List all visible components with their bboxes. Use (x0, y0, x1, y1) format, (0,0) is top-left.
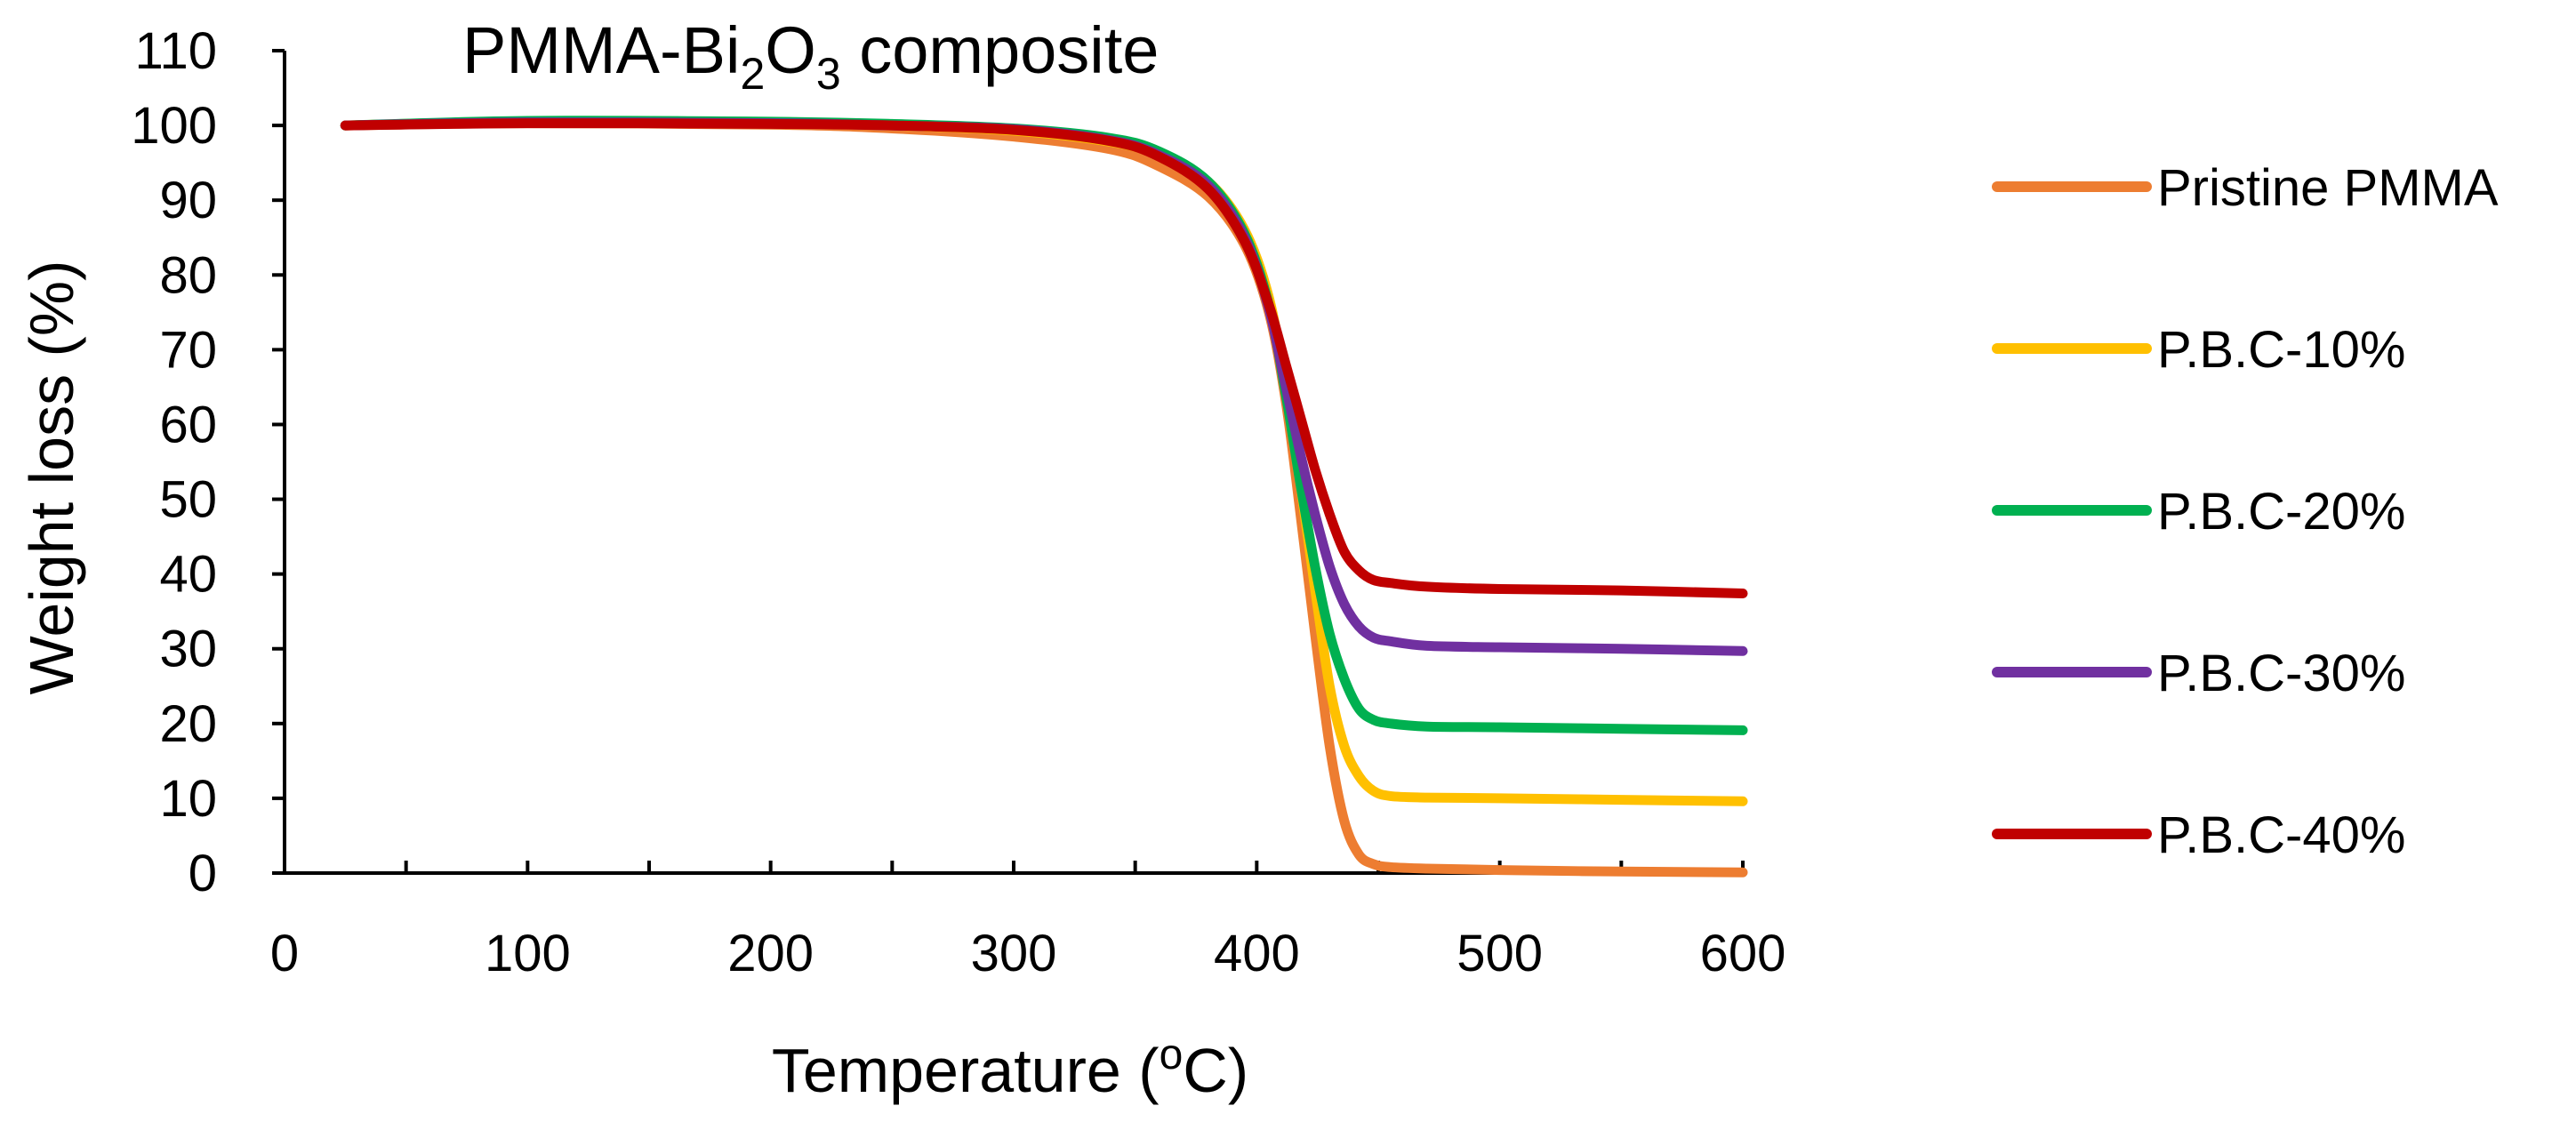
y-tick-label: 50 (159, 471, 217, 529)
x-tick-label: 500 (1457, 925, 1543, 982)
x-tick-label: 400 (1214, 925, 1300, 982)
series-line-pristine-pmma (340, 118, 1748, 878)
y-tick-label: 70 (159, 321, 217, 379)
x-tick-label: 100 (485, 925, 571, 982)
legend-item-p-b-c-20: P.B.C-20% (1992, 483, 2405, 541)
axes: 0 100 200 300 400 500 600 0 10 20 30 40 50 60 70 80 90 1… (131, 22, 1786, 982)
y-tick-label: 40 (159, 546, 217, 604)
legend-label: P.B.C-30% (2157, 645, 2405, 702)
y-tick-label: 0 (189, 845, 217, 902)
x-tick-label: 300 (971, 925, 1057, 982)
y-axis-ticks: 0 10 20 30 40 50 60 70 80 90 100 110 (131, 22, 285, 902)
y-tick-label: 100 (131, 97, 217, 155)
x-axis-label: Temperature (oC) (772, 1031, 1248, 1105)
series-line-p-b-c-30 (340, 117, 1748, 656)
legend: Pristine PMMA P.B.C-10% P.B.C-20% P.B.C-30%… (1992, 159, 2499, 864)
series-line-p-b-c-40 (340, 118, 1748, 598)
x-tick-label: 600 (1700, 925, 1786, 982)
x-tick-label: 0 (270, 925, 299, 982)
y-tick-label: 80 (159, 246, 217, 304)
y-tick-label: 110 (135, 22, 217, 80)
series-line-p-b-c-10 (340, 116, 1748, 806)
y-tick-label: 30 (159, 621, 217, 678)
x-axis-ticks: 0 100 200 300 400 500 600 (270, 861, 1786, 982)
series-lines (340, 116, 1748, 878)
legend-item-p-b-c-10: P.B.C-10% (1992, 321, 2405, 379)
legend-label: P.B.C-40% (2157, 806, 2405, 864)
chart-title: PMMA-Bi2O3 composite (462, 13, 1159, 99)
y-tick-label: 10 (159, 770, 217, 828)
y-axis-label: Weight loss (%) (17, 260, 86, 695)
legend-item-p-b-c-30: P.B.C-30% (1992, 645, 2405, 702)
legend-item-p-b-c-40: P.B.C-40% (1992, 806, 2405, 864)
y-tick-label: 60 (159, 396, 217, 453)
legend-item-pristine-pmma: Pristine PMMA (1992, 159, 2499, 217)
x-tick-label: 200 (727, 925, 814, 982)
series-line-p-b-c-20 (340, 116, 1748, 735)
legend-label: P.B.C-10% (2157, 321, 2405, 379)
legend-label: Pristine PMMA (2157, 159, 2499, 217)
y-tick-label: 20 (159, 695, 217, 753)
y-tick-label: 90 (159, 172, 217, 229)
legend-label: P.B.C-20% (2157, 483, 2405, 541)
